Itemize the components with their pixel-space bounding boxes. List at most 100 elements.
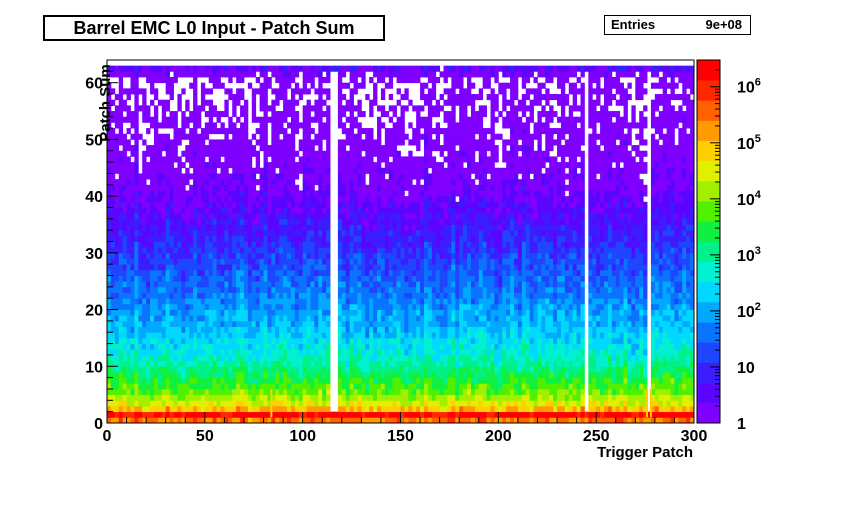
heatmap-cell [251, 213, 257, 220]
heatmap-cell [275, 354, 280, 362]
heatmap-cell [404, 264, 409, 271]
heatmap-cell [318, 105, 323, 112]
heatmap-cell [165, 196, 171, 203]
heatmap-cell [197, 411, 202, 418]
heatmap-cell [259, 315, 264, 322]
heatmap-cell [236, 258, 241, 265]
heatmap-cell [384, 343, 390, 350]
heatmap-cell [388, 366, 394, 373]
heatmap-cell [173, 218, 178, 225]
heatmap-cell [377, 213, 382, 220]
heatmap-cell [416, 162, 421, 169]
heatmap-cell [161, 383, 167, 390]
heatmap-cell [267, 162, 272, 169]
heatmap-cell [240, 292, 245, 299]
heatmap-cell [153, 111, 159, 118]
heatmap-cell [173, 71, 178, 78]
heatmap-cell [118, 184, 124, 191]
heatmap-cell [236, 145, 241, 152]
heatmap-cell [302, 116, 307, 123]
heatmap-cell [306, 303, 311, 310]
heatmap-cell [353, 88, 358, 95]
heatmap-cell [337, 309, 343, 316]
heatmap-cell [431, 309, 437, 316]
heatmap-cell [255, 264, 261, 271]
heatmap-cell [349, 88, 354, 95]
heatmap-cell [122, 184, 127, 191]
heatmap-cell [369, 167, 374, 174]
heatmap-cell [283, 65, 288, 72]
heatmap-cell [302, 286, 307, 293]
heatmap-cell [357, 292, 362, 299]
heatmap-cell [146, 230, 151, 237]
heatmap-cell [427, 377, 433, 384]
heatmap-cell [130, 411, 135, 418]
heatmap-cell [169, 371, 174, 379]
heatmap-cell [396, 417, 401, 424]
heatmap-cell [287, 230, 292, 237]
heatmap-cell [173, 377, 178, 384]
heatmap-cell [220, 167, 225, 174]
heatmap-cell [247, 218, 253, 225]
heatmap-cell [134, 105, 139, 112]
heatmap-cell [177, 94, 182, 101]
heatmap-cell [353, 354, 358, 362]
heatmap-cell [208, 377, 214, 384]
heatmap-cell [353, 77, 358, 84]
heatmap-cell [392, 235, 397, 242]
heatmap-cell [165, 337, 171, 344]
heatmap-cell [153, 417, 159, 424]
heatmap-cell [447, 213, 452, 220]
heatmap-cell [400, 252, 405, 259]
heatmap-cell [110, 309, 116, 316]
heatmap-cell [122, 383, 127, 390]
heatmap-cell [134, 196, 139, 203]
heatmap-cell [259, 281, 264, 288]
heatmap-cell [122, 309, 127, 316]
heatmap-cell [302, 247, 307, 254]
heatmap-cell [181, 179, 186, 186]
heatmap-cell [118, 315, 124, 322]
heatmap-cell [232, 383, 237, 390]
heatmap-cell [361, 411, 366, 418]
heatmap-cell [228, 230, 233, 237]
heatmap-cell [388, 275, 394, 282]
heatmap-cell [420, 354, 425, 362]
heatmap-cell [310, 190, 315, 197]
heatmap-cell [392, 388, 397, 396]
heatmap-cell [326, 179, 331, 186]
heatmap-cell [377, 116, 382, 123]
heatmap-cell [294, 173, 300, 180]
heatmap-cell [298, 326, 304, 333]
heatmap-cell [369, 241, 374, 248]
heatmap-cell [212, 162, 217, 169]
heatmap-cell [146, 207, 151, 214]
heatmap-cell [302, 332, 307, 339]
heatmap-cell [150, 303, 155, 310]
heatmap-cell [134, 383, 139, 390]
heatmap-cell [255, 213, 261, 220]
heatmap-cell [161, 133, 167, 140]
heatmap-cell [118, 286, 124, 293]
heatmap-cell [208, 184, 214, 191]
heatmap-cell [337, 241, 343, 248]
heatmap-cell [361, 343, 366, 350]
heatmap-cell [431, 241, 437, 248]
heatmap-cell [271, 224, 276, 231]
heatmap-cell [212, 241, 217, 248]
heatmap-cell [337, 122, 343, 129]
heatmap-cell [114, 252, 120, 259]
heatmap-cell [298, 201, 304, 208]
heatmap-cell [377, 383, 382, 390]
heatmap-cell [341, 292, 347, 299]
heatmap-cell [318, 326, 323, 333]
heatmap-cell [322, 179, 327, 186]
heatmap-cell [146, 332, 151, 339]
heatmap-cell [232, 139, 237, 146]
heatmap-cell [247, 65, 253, 72]
heatmap-cell [224, 105, 229, 112]
heatmap-cell [439, 247, 444, 254]
heatmap-cell [251, 230, 257, 237]
heatmap-cell [118, 400, 124, 407]
heatmap-cell [200, 190, 206, 197]
